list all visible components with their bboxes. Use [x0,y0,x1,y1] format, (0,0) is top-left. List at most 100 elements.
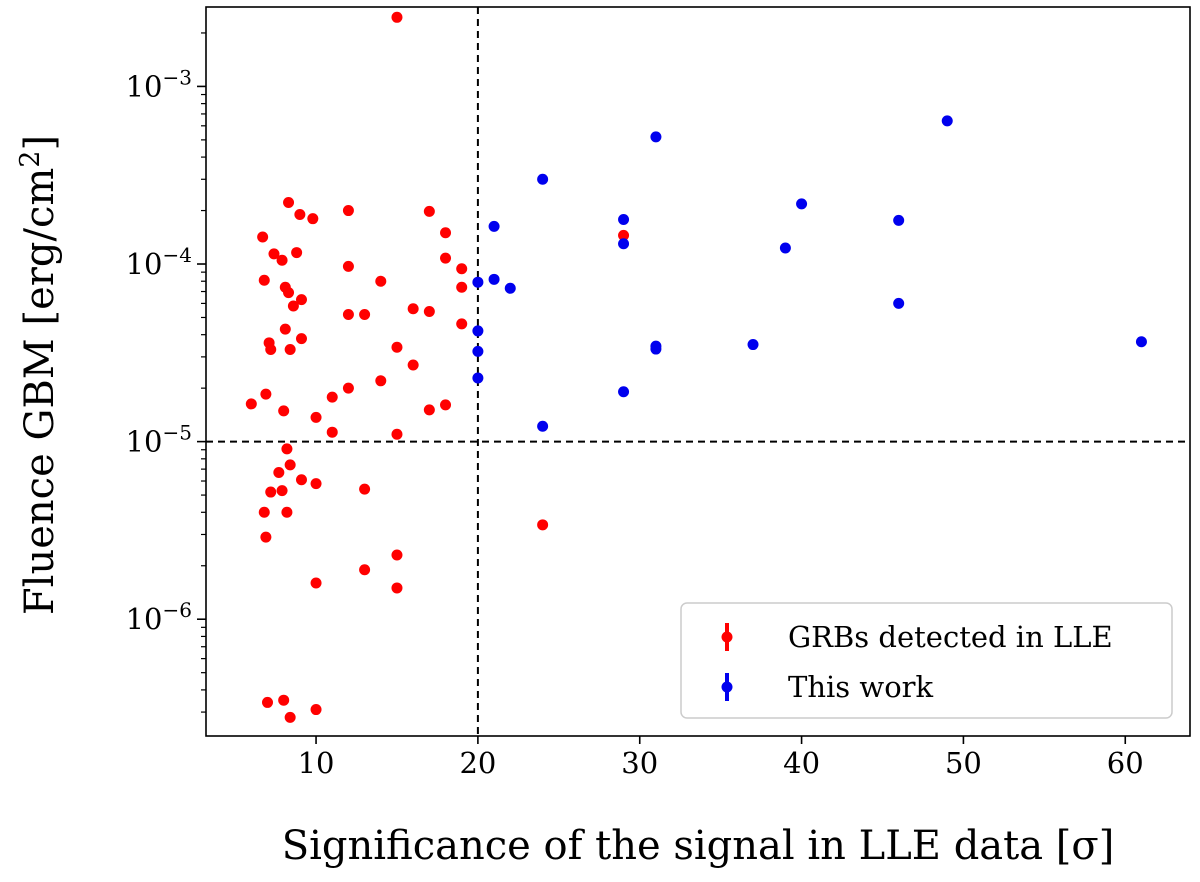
data-point [375,275,387,287]
data-point [423,404,435,416]
x-tick-label: 60 [1107,746,1144,780]
y-axis: 10−6 10−5 10−4 10−3 [126,32,206,713]
data-point [260,531,272,543]
data-point [295,294,307,306]
x-tick-label: 40 [783,746,820,780]
data-point [456,281,468,293]
data-point [618,238,630,250]
data-point [407,303,419,315]
legend-box [680,602,1173,719]
data-point [472,276,484,288]
data-point [537,420,549,432]
data-point [284,711,296,723]
data-point [310,478,322,490]
x-tick-label: 10 [298,746,335,780]
data-point [504,282,516,294]
data-point [359,564,371,576]
data-point [281,506,293,518]
data-point [295,333,307,345]
data-point [342,260,354,272]
data-point [278,405,290,417]
data-point [268,248,280,260]
data-point [281,443,293,455]
x-tick-label: 50 [945,746,982,780]
data-point [650,343,662,355]
x-tick-label: 30 [621,746,658,780]
data-point [291,247,303,259]
data-point [276,485,288,497]
data-point [287,300,299,312]
data-point [391,11,403,23]
data-point [472,345,484,357]
data-point [326,426,338,438]
legend-entry-this-work: This work [721,670,934,704]
data-point [618,386,630,398]
data-point [456,318,468,330]
data-point [440,227,452,239]
data-point [488,273,500,285]
data-point [262,696,273,708]
legend-marker-dot [721,681,733,693]
y-axis-label-end: ] [17,135,63,151]
data-point [472,325,484,337]
y-axis-label-superscript: 2 [15,151,46,168]
reference-lines [206,7,1190,736]
y-axis-label: Fluence GBM [erg/cm2] [15,135,63,615]
data-point [391,341,403,353]
x-tick-label: 20 [459,746,496,780]
data-point [278,694,290,706]
data-point [310,411,322,423]
data-point [391,428,403,440]
data-point [342,308,354,320]
data-point [284,459,296,471]
y-tick-label: 10−6 [126,598,192,636]
data-point [326,391,338,403]
y-tick-label: 10−4 [126,243,192,281]
legend: GRBs detected in LLE This work [680,602,1173,719]
data-point [779,242,791,254]
data-point [423,205,435,217]
data-point [310,577,322,589]
data-point [440,252,452,264]
data-point [283,287,295,299]
data-point [265,486,277,498]
data-point [342,382,354,394]
data-point [258,274,270,286]
data-point [265,344,277,356]
data-point [893,297,905,309]
legend-entry-grbs: GRBs detected in LLE [721,620,1113,654]
x-axis-label: Significance of the signal in LLE data [… [282,823,1115,869]
y-axis-label-main: Fluence GBM [erg/cm [17,168,63,615]
data-point [537,173,549,185]
data-point [747,339,759,351]
y-tick-label: 10−5 [126,421,192,459]
data-point [245,398,257,410]
data-point [618,214,630,226]
series-this-work [472,115,1147,432]
data-point [359,308,371,320]
data-point [375,375,387,387]
data-points [245,11,1147,723]
data-point [488,220,500,232]
data-point [618,229,630,241]
data-point [941,115,953,127]
plot-frame [205,6,1191,737]
data-point [283,197,295,209]
data-point [257,231,269,243]
data-point [391,582,403,594]
data-point [456,263,468,275]
data-point [260,388,272,400]
data-point [273,467,285,479]
data-point [310,704,322,716]
legend-label-this-work: This work [788,670,934,704]
data-point [279,323,291,335]
data-point [407,359,419,371]
data-point [650,131,662,143]
data-point [391,549,403,561]
data-point [294,209,306,221]
data-point [893,214,905,226]
data-point [423,306,435,318]
